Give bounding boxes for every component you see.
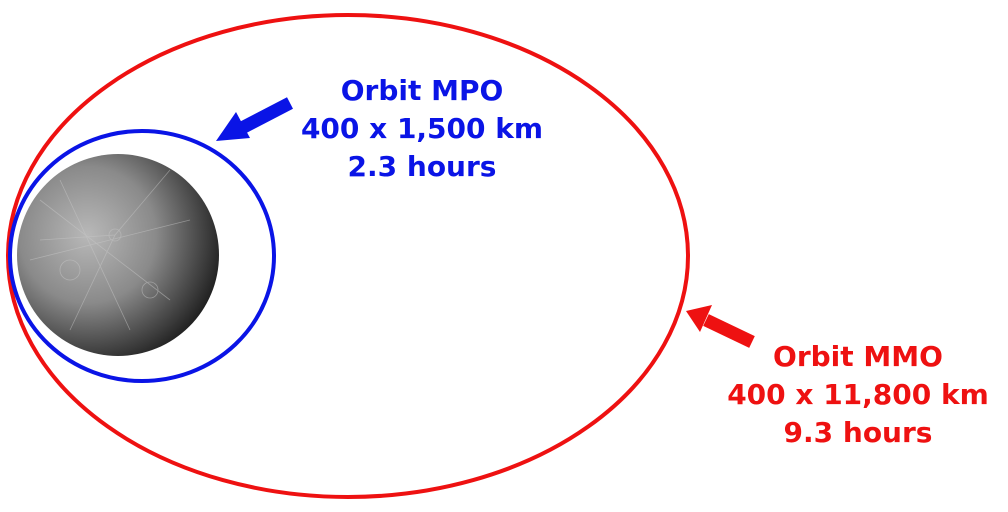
mpo-orbit [8, 129, 276, 383]
mpo-period: 2.3 hours [347, 150, 497, 183]
mercury-planet-image [17, 154, 219, 356]
mmo-arrow-icon [686, 305, 755, 348]
mpo-name: Orbit MPO [340, 74, 504, 107]
mmo-period: 9.3 hours [783, 416, 933, 449]
mmo-altitude: 400 x 11,800 km [727, 378, 989, 411]
mpo-arrow-icon [216, 97, 293, 141]
mpo-altitude: 400 x 1,500 km [300, 112, 544, 145]
mmo-label: Orbit MMO 400 x 11,800 km 9.3 hours [700, 338, 1008, 452]
mmo-name: Orbit MMO [773, 340, 943, 373]
mpo-label: Orbit MPO 400 x 1,500 km 2.3 hours [262, 72, 582, 186]
